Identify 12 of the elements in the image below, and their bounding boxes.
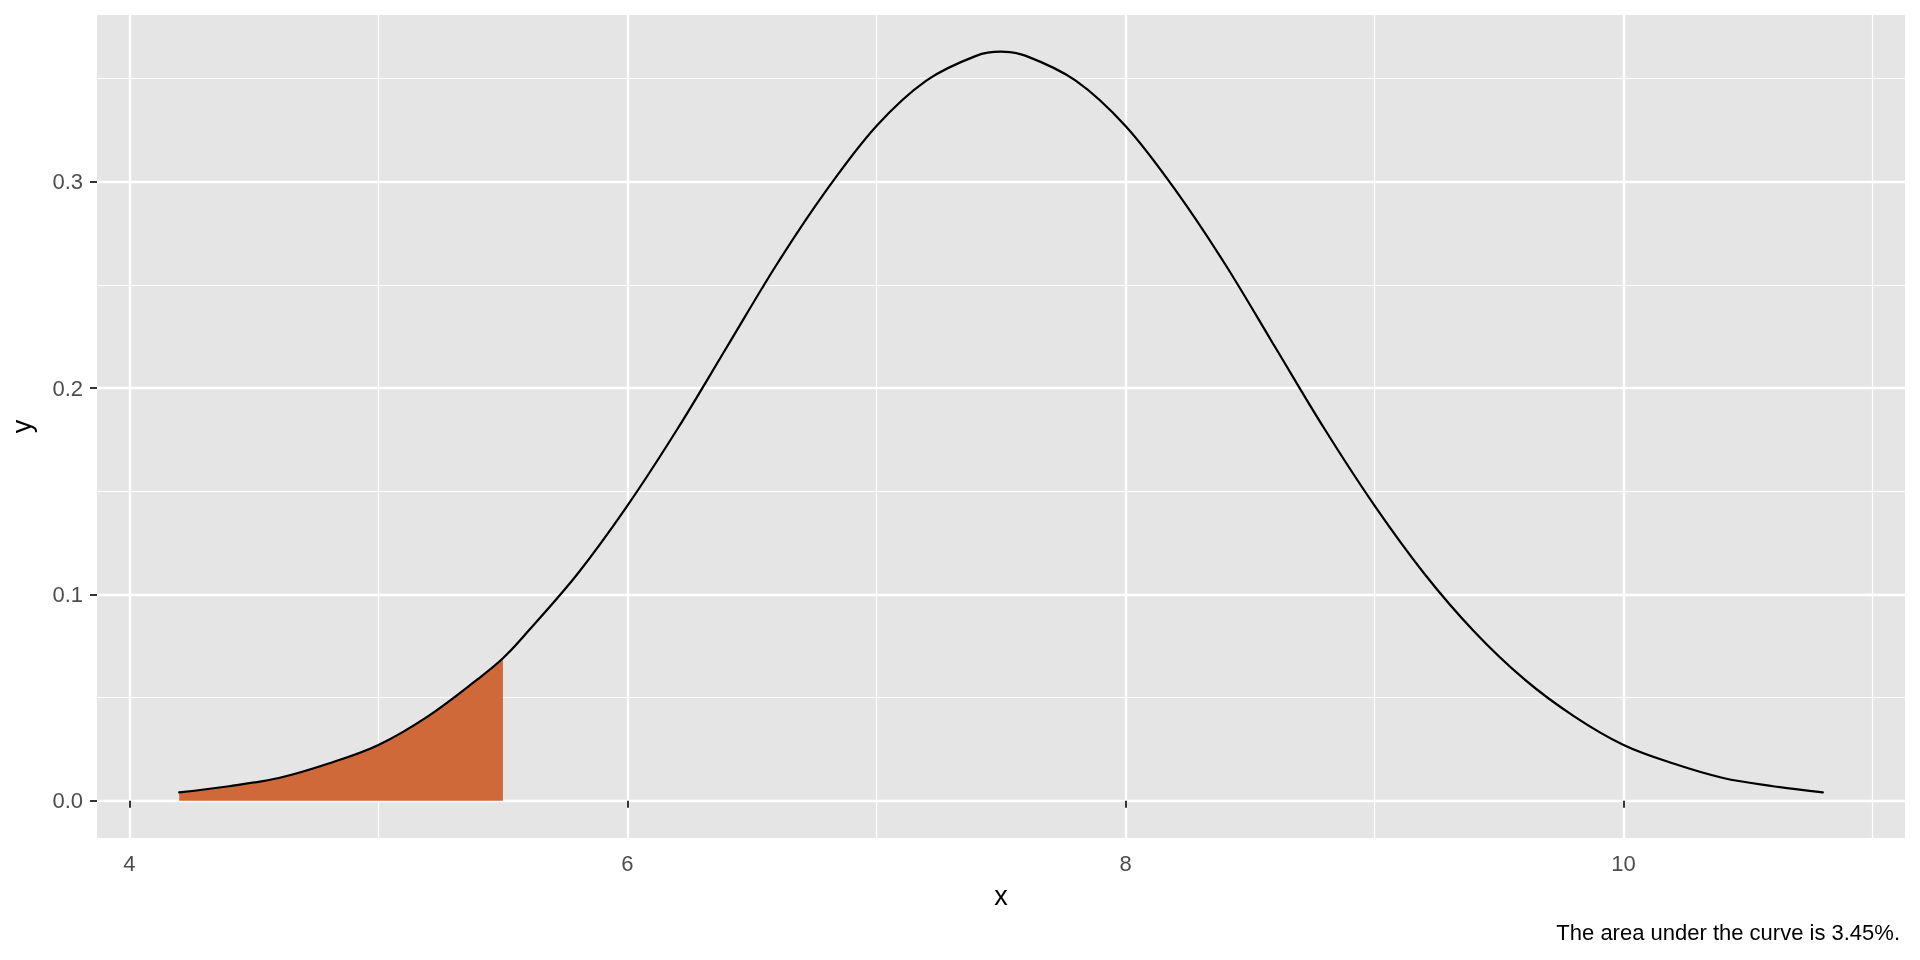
y-tick-label: 0.3: [52, 169, 83, 195]
line-series: [178, 50, 1824, 794]
y-tick-label: 0.1: [52, 581, 83, 607]
x-tick-label: 10: [1611, 850, 1636, 876]
x-axis-title: x: [994, 880, 1009, 911]
y-tick-label: 0.0: [52, 788, 83, 814]
y-axis-title: y: [6, 419, 37, 434]
text: The area under the curve is 3.45%.: [1556, 919, 1901, 945]
x-tick-label: 4: [123, 850, 136, 876]
x-tick-label: 8: [1119, 850, 1132, 876]
y-tick-label: 0.2: [52, 375, 83, 401]
x-tick-label: 6: [621, 850, 634, 876]
